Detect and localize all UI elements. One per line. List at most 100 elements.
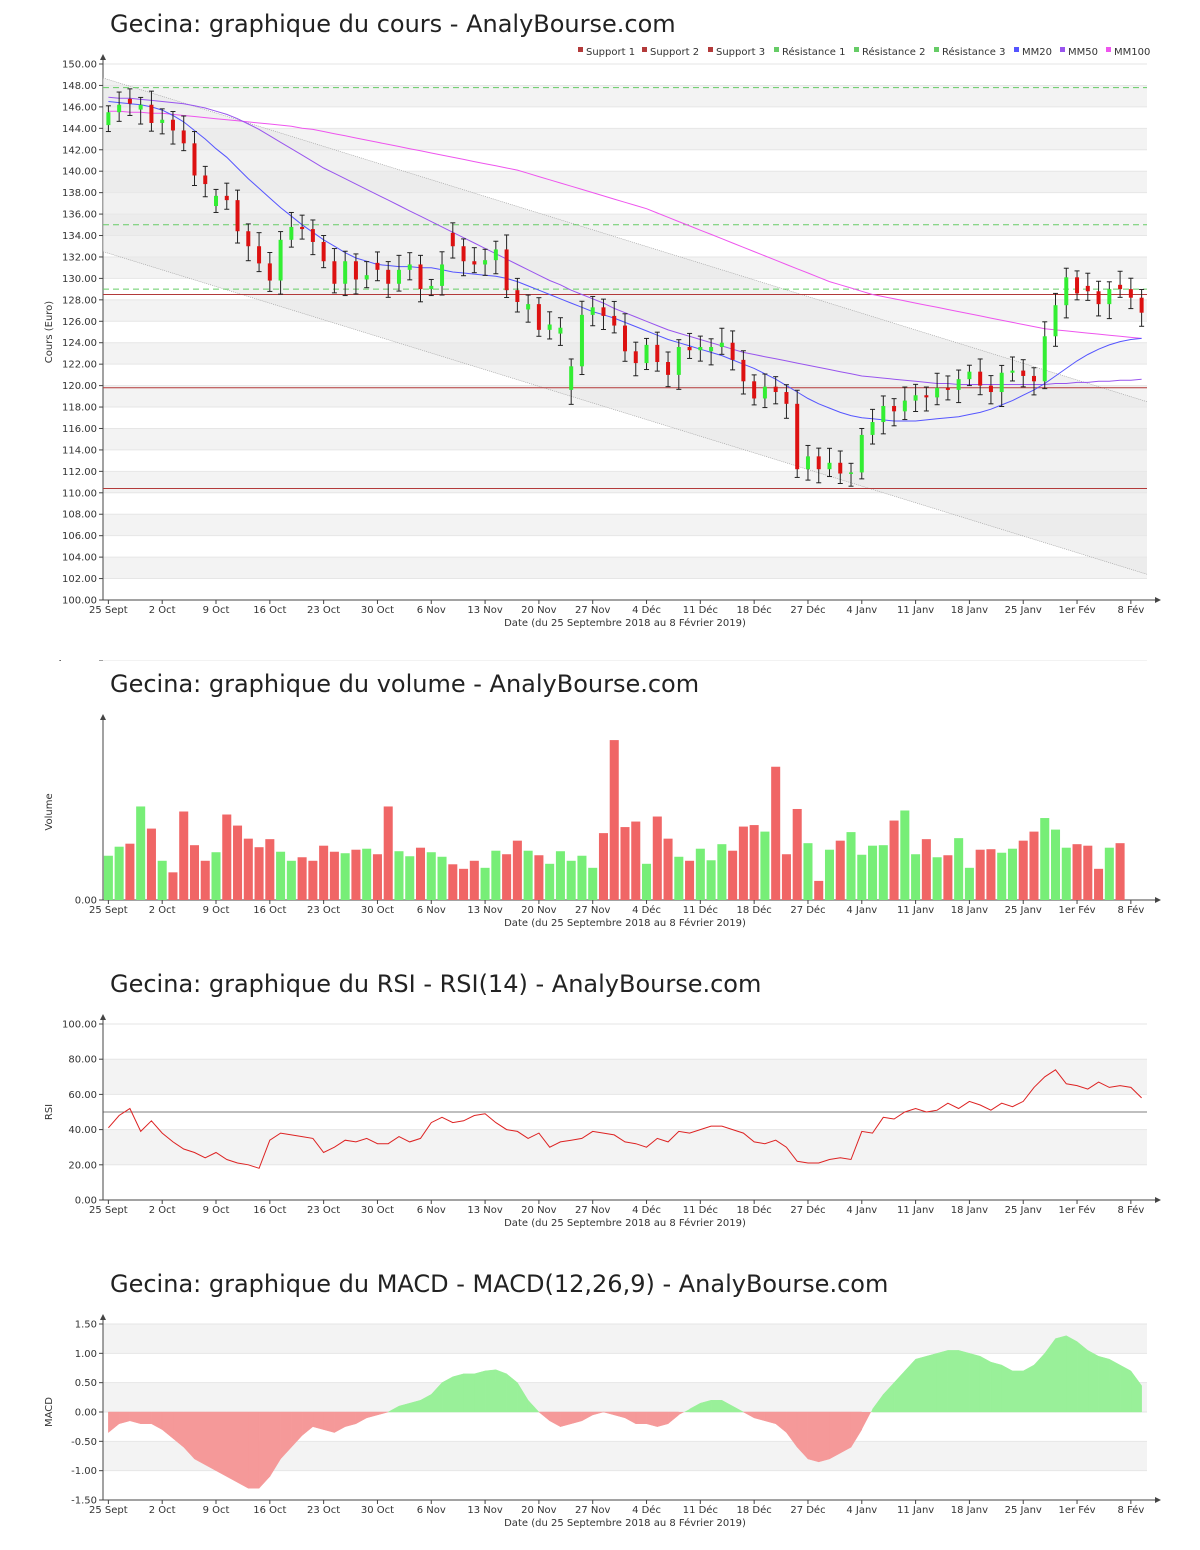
macd-area-segment bbox=[1033, 1352, 1045, 1413]
x-tick-label: 25 Janv bbox=[1005, 1505, 1042, 1516]
x-tick-label: 27 Déc bbox=[790, 1504, 825, 1516]
macd-area-segment bbox=[1012, 1370, 1024, 1413]
volume-bar bbox=[146, 828, 156, 900]
y-tick-label: 144.00 bbox=[62, 124, 97, 135]
macd-area-segment bbox=[1109, 1358, 1121, 1413]
grid-band bbox=[103, 1324, 1147, 1354]
volume-bar bbox=[415, 847, 426, 900]
volume-bar bbox=[954, 838, 964, 900]
macd-area-segment bbox=[850, 1411, 863, 1449]
macd-area-segment bbox=[323, 1411, 335, 1433]
macd-area-segment bbox=[1130, 1370, 1142, 1413]
volume-bar bbox=[717, 844, 727, 900]
x-tick-label: 4 Déc bbox=[632, 1204, 661, 1216]
rsi-line bbox=[108, 1069, 1142, 1169]
y-tick-label: 0.00 bbox=[75, 1408, 97, 1419]
x-axis-label: Date (du 25 Septembre 2018 au 8 Février … bbox=[504, 917, 746, 929]
x-tick-label: 27 Nov bbox=[575, 1505, 611, 1516]
macd-area-segment bbox=[1001, 1364, 1013, 1413]
macd-area-segment bbox=[635, 1411, 647, 1424]
macd-area-segment bbox=[452, 1373, 464, 1413]
candle-body bbox=[784, 392, 789, 404]
x-tick-label: 2 Oct bbox=[149, 1205, 176, 1216]
macd-area-segment bbox=[463, 1373, 475, 1413]
macd-area-segment bbox=[1076, 1341, 1089, 1413]
volume-bar bbox=[868, 845, 878, 900]
candle-body bbox=[1021, 370, 1026, 376]
macd-area-segment bbox=[334, 1411, 346, 1433]
candle-body bbox=[526, 304, 531, 310]
macd-area-segment bbox=[204, 1411, 217, 1472]
macd-area-segment bbox=[538, 1411, 550, 1422]
x-axis-arrow bbox=[1155, 1497, 1161, 1503]
candle-body bbox=[106, 112, 111, 126]
x-tick-label: 27 Nov bbox=[575, 605, 611, 616]
volume-bar bbox=[136, 806, 146, 900]
candle-body bbox=[676, 347, 681, 375]
y-tick-label: 200,000.00 bbox=[40, 660, 97, 663]
macd-area-segment bbox=[861, 1412, 872, 1430]
y-tick-label: 106.00 bbox=[62, 531, 97, 542]
macd-area-segment bbox=[807, 1411, 819, 1463]
volume-bar bbox=[286, 860, 296, 900]
candle-body bbox=[633, 351, 638, 364]
y-tick-label: 130.00 bbox=[62, 274, 97, 285]
y-tick-label: 150,000.00 bbox=[40, 660, 97, 663]
candle-body bbox=[127, 98, 132, 104]
y-tick-label: 0.00 bbox=[75, 896, 97, 907]
volume-bar bbox=[728, 850, 738, 900]
candle-body bbox=[978, 371, 983, 386]
candle-body bbox=[310, 229, 315, 242]
grid-band bbox=[103, 85, 1147, 107]
candle-body bbox=[1010, 370, 1015, 373]
macd-area-segment bbox=[474, 1370, 486, 1413]
x-tick-label: 6 Nov bbox=[417, 1505, 446, 1516]
x-axis-arrow bbox=[1155, 1197, 1161, 1203]
x-tick-label: 18 Déc bbox=[737, 1204, 772, 1216]
y-tick-label: 20.00 bbox=[68, 1160, 97, 1171]
volume-bar bbox=[534, 855, 544, 900]
x-tick-label: 1er Fév bbox=[1058, 1204, 1095, 1216]
macd-area-segment bbox=[592, 1411, 604, 1416]
volume-bar bbox=[620, 827, 630, 900]
macd-area-segment bbox=[194, 1411, 206, 1466]
y-tick-label: 0.50 bbox=[75, 1378, 97, 1389]
x-tick-label: 25 Janv bbox=[1005, 605, 1042, 616]
candle-body bbox=[612, 315, 617, 326]
x-tick-label: 1er Fév bbox=[1058, 904, 1095, 916]
x-tick-label: 16 Oct bbox=[253, 605, 286, 616]
candle-body bbox=[859, 434, 864, 473]
macd-area-segment bbox=[1098, 1355, 1110, 1413]
macd-area-segment bbox=[613, 1411, 626, 1419]
candle-body bbox=[450, 232, 455, 247]
x-tick-label: 25 Janv bbox=[1005, 1205, 1042, 1216]
volume-bar bbox=[276, 851, 286, 900]
volume-bar bbox=[308, 860, 318, 900]
volume-bar bbox=[125, 843, 135, 900]
candle-body bbox=[375, 262, 380, 270]
y-tick-label: 80.00 bbox=[68, 1055, 97, 1066]
candle-body bbox=[203, 175, 208, 185]
macd-area-segment bbox=[990, 1361, 1002, 1413]
macd-area-segment bbox=[1022, 1364, 1035, 1413]
candle-body bbox=[493, 249, 498, 261]
volume-bar bbox=[211, 852, 221, 900]
volume-bar bbox=[975, 849, 985, 900]
candle-body bbox=[644, 344, 649, 364]
x-tick-label: 11 Janv bbox=[897, 1505, 934, 1516]
y-tick-label: 60.00 bbox=[68, 1090, 97, 1101]
volume-bar bbox=[1050, 829, 1061, 900]
volume-bar bbox=[1029, 831, 1039, 900]
x-tick-label: 9 Oct bbox=[203, 605, 230, 616]
x-tick-label: 9 Oct bbox=[203, 905, 230, 916]
candle-body bbox=[181, 130, 186, 144]
x-tick-label: 20 Nov bbox=[521, 1505, 557, 1516]
volume-bar bbox=[233, 825, 243, 900]
volume-bar bbox=[846, 832, 856, 900]
price-chart: 100.00 102.00 104.00 106.00 108.00 110.00 112.… bbox=[44, 46, 1161, 629]
volume-bar bbox=[545, 863, 555, 900]
legend-label: MM20 bbox=[1022, 47, 1052, 58]
y-tick-label: 120.00 bbox=[62, 381, 97, 392]
macd-area-segment bbox=[118, 1411, 131, 1425]
x-tick-label: 11 Janv bbox=[897, 905, 934, 916]
